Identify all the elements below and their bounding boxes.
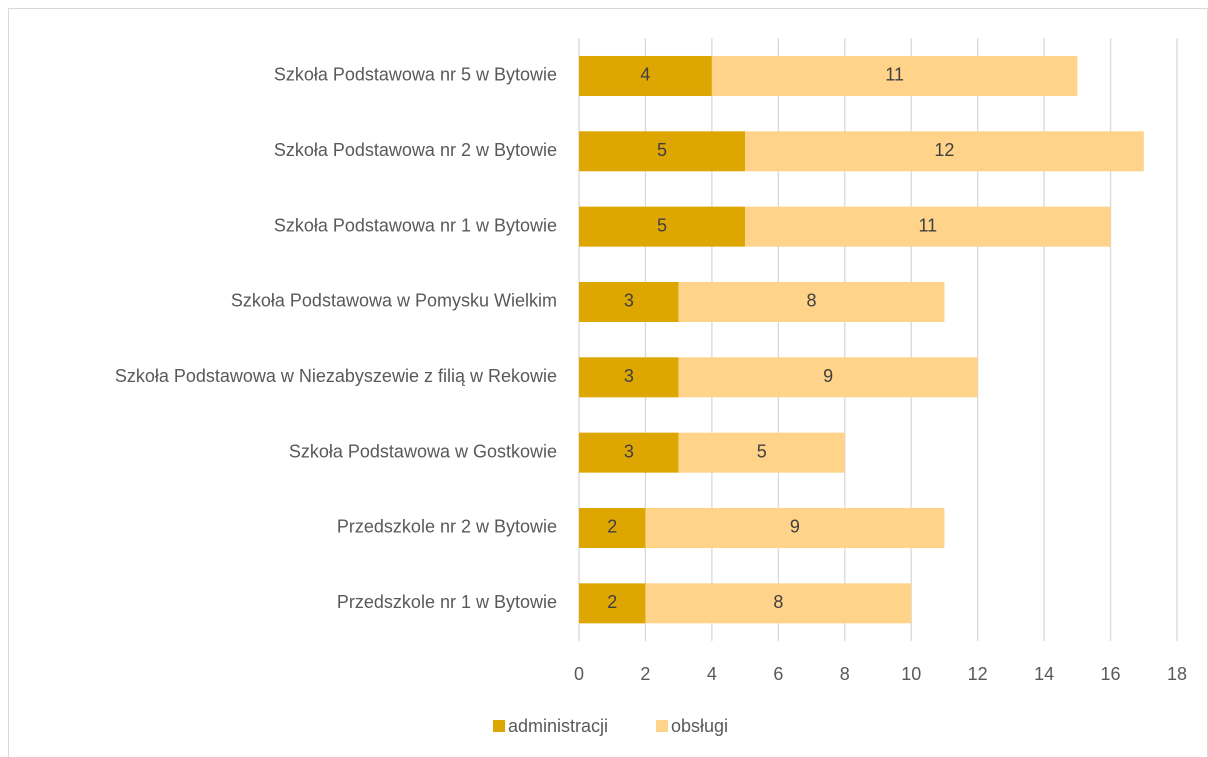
legend-swatch [656, 720, 668, 732]
data-label: 4 [640, 65, 650, 85]
data-label: 11 [918, 215, 937, 235]
bar-segment [579, 131, 746, 172]
y-tick-label: Szkoła Podstawowa w Gostkowie [289, 441, 557, 461]
bar-segment [579, 206, 746, 247]
y-tick-label: Szkoła Podstawowa w Pomysku Wielkim [231, 291, 557, 311]
bar-segment [678, 281, 945, 322]
data-label: 5 [757, 441, 767, 461]
y-tick-label: Przedszkole nr 1 w Bytowie [337, 592, 557, 612]
bar-segment [745, 206, 1111, 247]
x-tick-label: 6 [773, 664, 783, 684]
bar-segment [579, 357, 679, 398]
x-tick-label: 10 [901, 664, 921, 684]
bar-segment [711, 55, 1078, 96]
bar-segment [645, 583, 912, 624]
bar-segment [579, 281, 679, 322]
data-label: 3 [624, 291, 634, 311]
data-label: 8 [807, 291, 817, 311]
y-tick-label: Szkoła Podstawowa w Niezabyszewie z fili… [115, 366, 557, 386]
data-label: 3 [624, 441, 634, 461]
y-tick-label: Szkoła Podstawowa nr 1 w Bytowie [274, 215, 557, 235]
legend-label: obsługi [671, 716, 728, 736]
y-tick-label: Szkoła Podstawowa nr 5 w Bytowie [274, 65, 557, 85]
legend-label: administracji [508, 716, 608, 736]
data-label: 5 [657, 215, 667, 235]
bar-segment [678, 432, 845, 473]
legend-swatch [493, 720, 505, 732]
y-tick-label: Przedszkole nr 2 w Bytowie [337, 517, 557, 537]
data-label: 12 [934, 140, 954, 160]
data-label: 5 [657, 140, 667, 160]
y-tick-label: Szkoła Podstawowa nr 2 w Bytowie [274, 140, 557, 160]
x-tick-label: 12 [968, 664, 988, 684]
data-label: 8 [773, 592, 783, 612]
bar-segment [579, 583, 646, 624]
bar-segment [579, 507, 646, 548]
bar-segment [645, 507, 945, 548]
data-label: 2 [607, 592, 617, 612]
x-tick-label: 4 [707, 664, 717, 684]
data-label: 3 [624, 366, 634, 386]
x-tick-label: 2 [640, 664, 650, 684]
x-tick-label: 0 [574, 664, 584, 684]
data-label: 2 [607, 517, 617, 537]
bar-segment [579, 432, 679, 473]
data-label: 9 [790, 517, 800, 537]
x-tick-label: 16 [1101, 664, 1121, 684]
data-label: 9 [823, 366, 833, 386]
x-tick-label: 18 [1167, 664, 1187, 684]
data-label: 11 [885, 65, 904, 85]
x-tick-label: 14 [1034, 664, 1054, 684]
bar-segment [678, 357, 978, 398]
bar-segment [745, 131, 1144, 172]
x-tick-label: 8 [840, 664, 850, 684]
bar-segment [579, 55, 712, 96]
